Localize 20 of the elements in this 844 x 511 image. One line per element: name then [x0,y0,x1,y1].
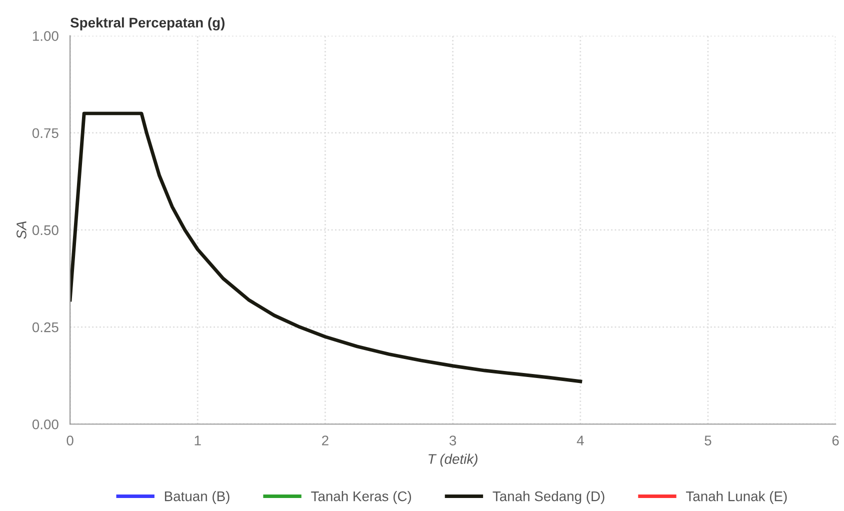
legend-label: Tanah Keras (C) [311,491,412,504]
x-axis-title: T (detik) [428,454,478,467]
x-tick-label: 3 [449,436,456,446]
y-tick-label: 1.00 [32,31,58,41]
x-tick-label: 6 [832,436,839,446]
x-tick-label: 5 [704,436,712,446]
legend-label: Tanah Sedang (D) [492,491,604,504]
y-tick-label: 0.75 [32,128,58,138]
x-tick-label: 0 [66,436,74,446]
x-tick-label: 1 [194,436,201,446]
y-tick-label: 0.50 [32,225,58,236]
y-axis-title: SA [16,221,26,239]
y-tick-label: 0.00 [32,419,58,430]
legend-label: Batuan (B) [164,491,230,504]
legend-label: Tanah Lunak (E) [686,491,787,504]
chart-title: Spektral Percepatan (g) [70,17,225,30]
x-tick-label: 4 [576,436,584,446]
line-series [70,112,582,384]
x-tick-label: 2 [322,436,328,446]
y-tick-label: 0.25 [32,322,58,332]
